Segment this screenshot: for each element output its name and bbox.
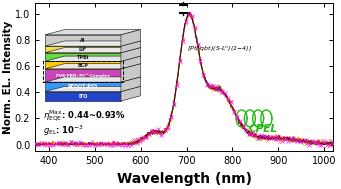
Text: [Pt(iqbt)($S$-L$^n$)(1$-$4)]: [Pt(iqbt)($S$-L$^n$)(1$-$4)]: [187, 44, 252, 53]
Text: CPEL: CPEL: [249, 124, 278, 133]
Text: $\eta_{\rm EQE}^{\rm Max}$: 0.44~0.93%: $\eta_{\rm EQE}^{\rm Max}$: 0.44~0.93%: [43, 109, 125, 124]
Y-axis label: Norm. EL. Intensity: Norm. EL. Intensity: [3, 21, 14, 134]
Text: $g_{\rm EL}$: 10$^{-3}$: $g_{\rm EL}$: 10$^{-3}$: [43, 124, 83, 138]
X-axis label: Wavelength (nm): Wavelength (nm): [117, 172, 252, 186]
